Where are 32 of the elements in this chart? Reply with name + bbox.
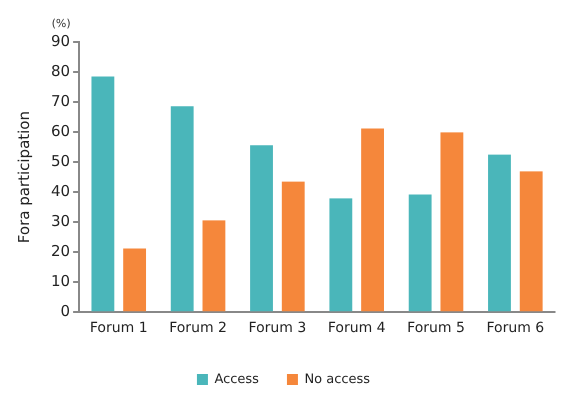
bar	[282, 182, 305, 312]
x-tick-label: Forum 4	[328, 320, 386, 336]
y-tick-label: 40	[50, 182, 70, 200]
x-tick-label: Forum 1	[90, 320, 148, 336]
bar	[520, 171, 543, 312]
x-tick-label: Forum 5	[407, 320, 465, 336]
y-tick-label: 0	[60, 302, 70, 320]
text: (%)	[52, 16, 71, 30]
bar	[170, 106, 194, 312]
bar	[250, 145, 273, 312]
y-tick-label: 60	[50, 122, 70, 140]
y-tick-label: 20	[50, 242, 70, 260]
y-tick-label: 30	[50, 212, 70, 230]
bar	[329, 198, 352, 312]
bar	[440, 132, 464, 312]
y-tick-label: 70	[50, 92, 70, 110]
bar	[91, 76, 114, 312]
bar	[123, 248, 146, 312]
legend-label: No access	[304, 372, 370, 387]
x-tick-label: Forum 2	[169, 320, 227, 336]
y-tick-label: 90	[50, 32, 70, 50]
y-tick-label: 10	[50, 272, 70, 290]
bar	[361, 128, 384, 312]
y-tick-label: 80	[50, 62, 70, 80]
x-tick-label: Forum 3	[248, 320, 306, 336]
bar	[408, 194, 432, 312]
x-tick-label: Forum 6	[486, 320, 544, 336]
bar	[488, 154, 511, 312]
y-axis-title: Fora participation	[14, 111, 33, 244]
legend-label: Access	[214, 372, 260, 387]
y-tick-label: 50	[50, 152, 70, 170]
bar	[202, 220, 226, 312]
